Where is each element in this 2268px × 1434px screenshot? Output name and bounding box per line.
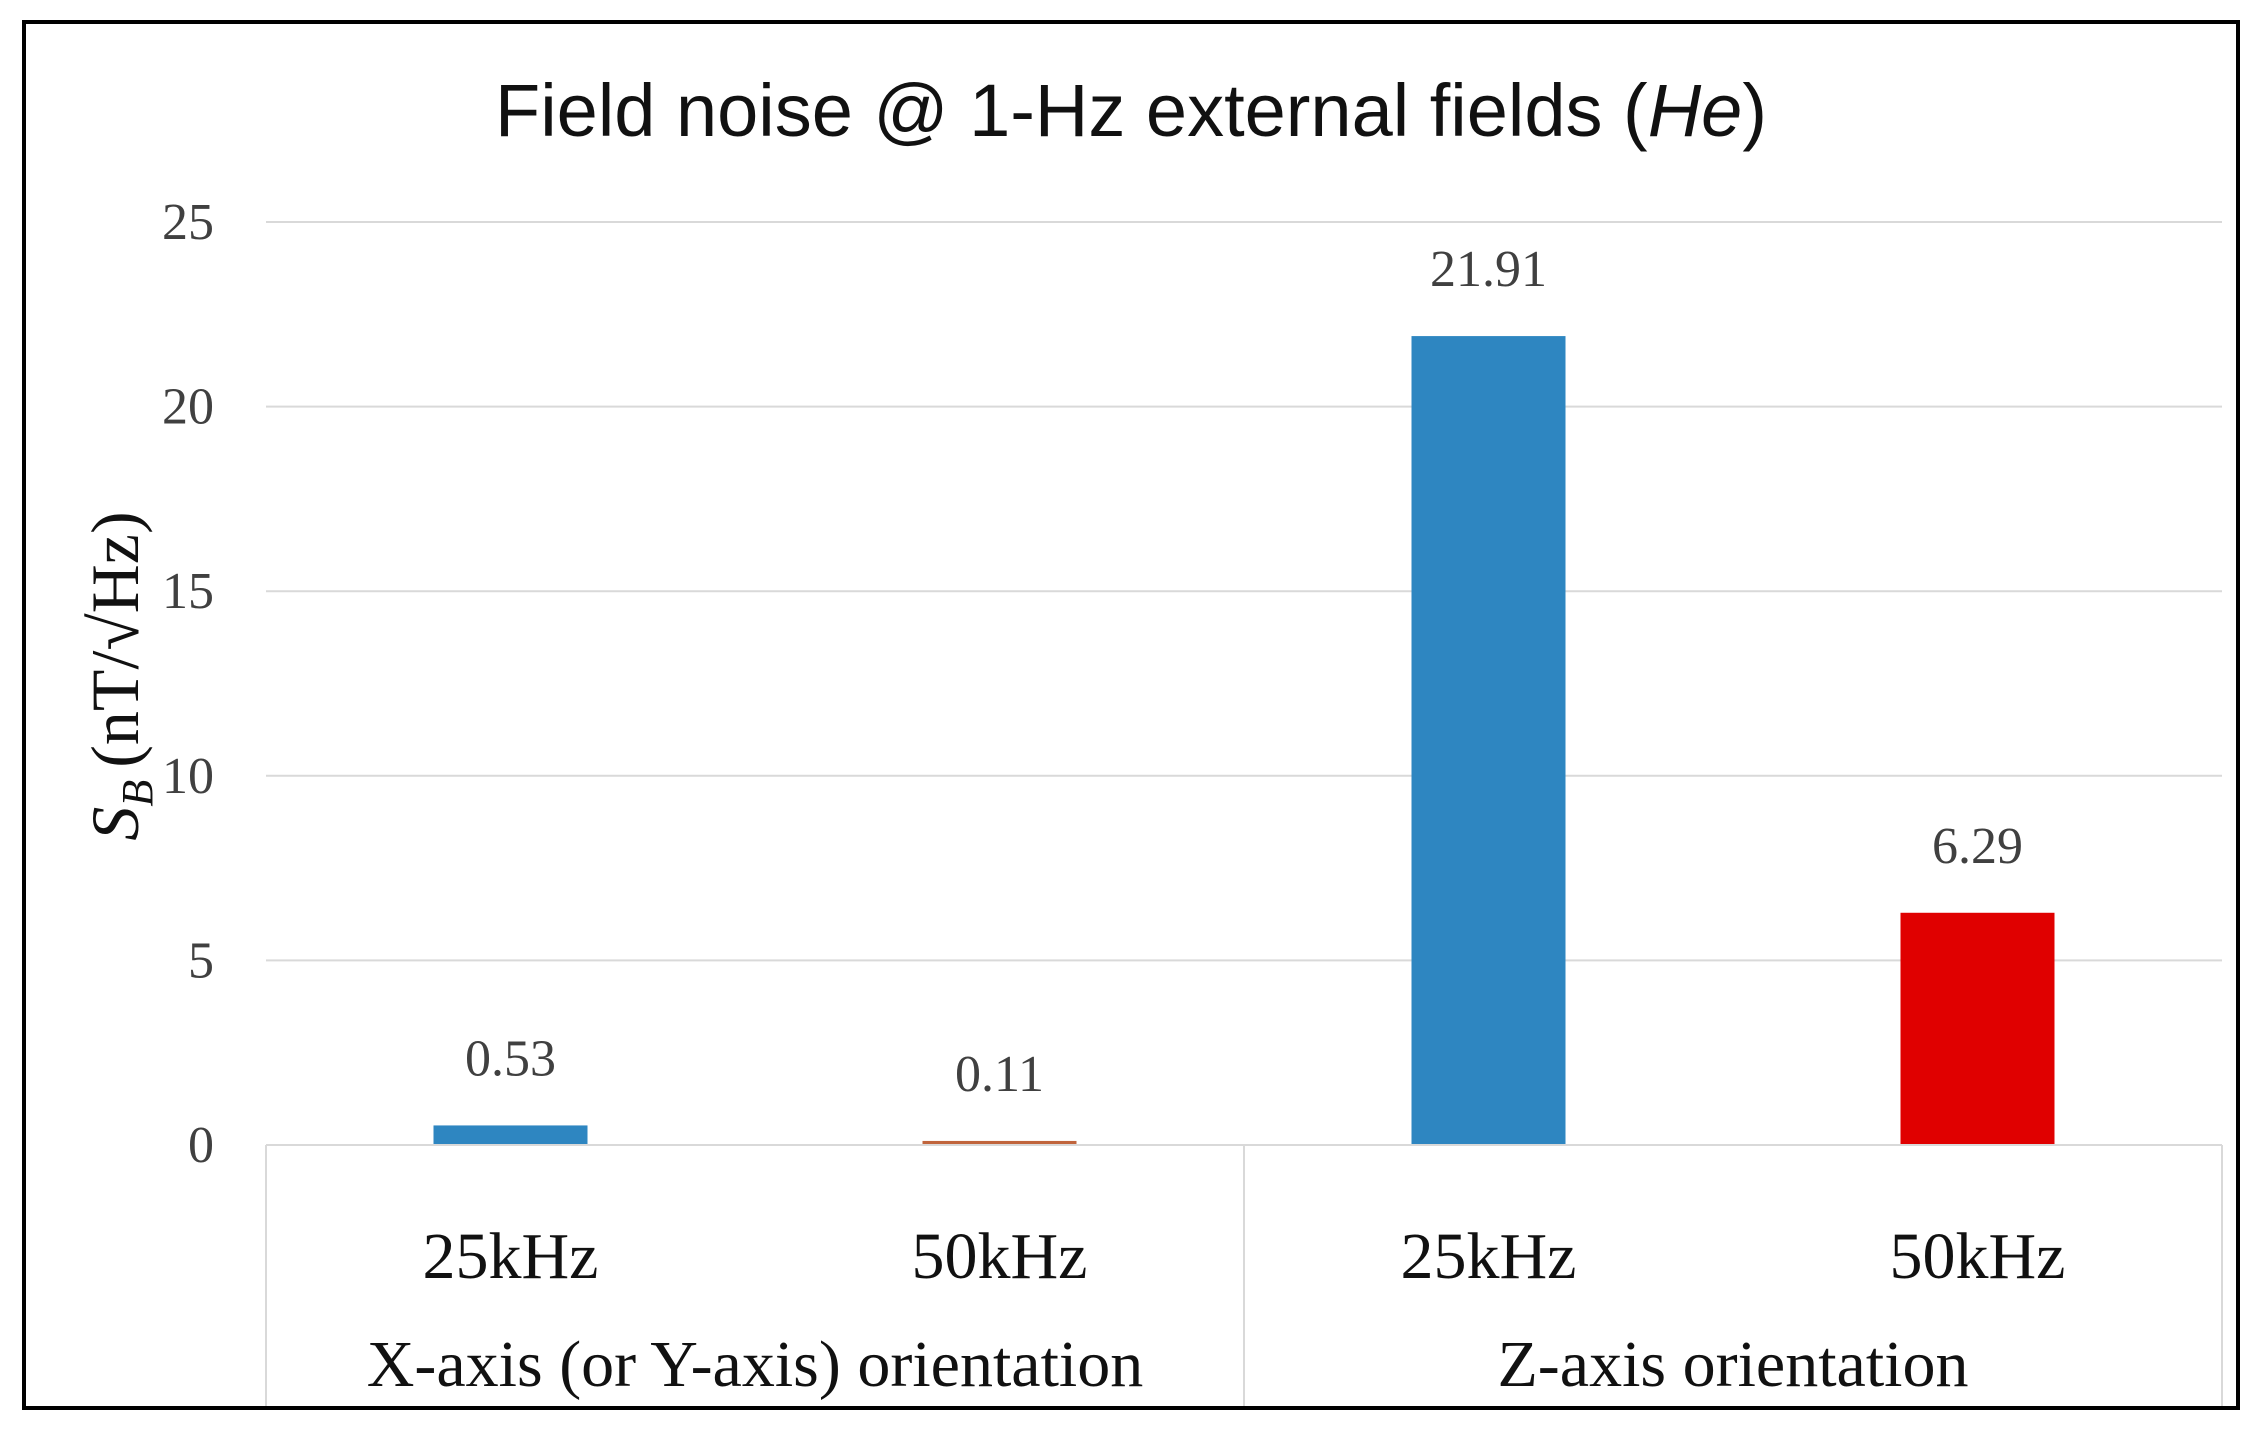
y-tick-labels: 0 5 10 15 20 25 xyxy=(162,194,214,1174)
y-axis-label: SB(nT/√Hz) xyxy=(77,511,162,840)
category-axis: 25kHz 50kHz 25kHz 50kHz X-axis (or Y-axis) o… xyxy=(265,1144,2223,1406)
category-label: 25kHz xyxy=(1401,1220,1577,1293)
y-tick-label: 10 xyxy=(162,748,214,805)
data-label: 21.91 xyxy=(1430,241,1547,298)
value-labels: 0.53 0.11 21.91 6.29 xyxy=(465,241,2023,1103)
chart-svg: Field noise @ 1-Hz external fields (He) … xyxy=(77,69,2223,1406)
gridlines xyxy=(266,221,2222,962)
bar xyxy=(433,1125,588,1145)
bar xyxy=(1411,336,1566,1146)
bars xyxy=(433,336,2055,1146)
y-tick-label: 0 xyxy=(188,1117,214,1174)
data-label: 0.53 xyxy=(465,1030,556,1087)
category-label: 50kHz xyxy=(912,1220,1088,1293)
chart-frame: Field noise @ 1-Hz external fields (He) … xyxy=(22,20,2240,1410)
chart-title: Field noise @ 1-Hz external fields (He) xyxy=(495,69,1767,152)
category-label: 50kHz xyxy=(1890,1220,2066,1293)
y-tick-label: 5 xyxy=(188,932,214,989)
y-tick-label: 15 xyxy=(162,563,214,620)
data-label: 0.11 xyxy=(955,1046,1044,1103)
bar xyxy=(922,1140,1077,1145)
category-label: 25kHz xyxy=(423,1220,599,1293)
y-tick-label: 20 xyxy=(162,379,214,436)
bar xyxy=(1900,912,2055,1145)
y-tick-label: 25 xyxy=(162,194,214,251)
group-label: Z-axis orientation xyxy=(1497,1328,1968,1401)
group-label: X-axis (or Y-axis) orientation xyxy=(367,1328,1144,1401)
data-label: 6.29 xyxy=(1932,818,2023,875)
